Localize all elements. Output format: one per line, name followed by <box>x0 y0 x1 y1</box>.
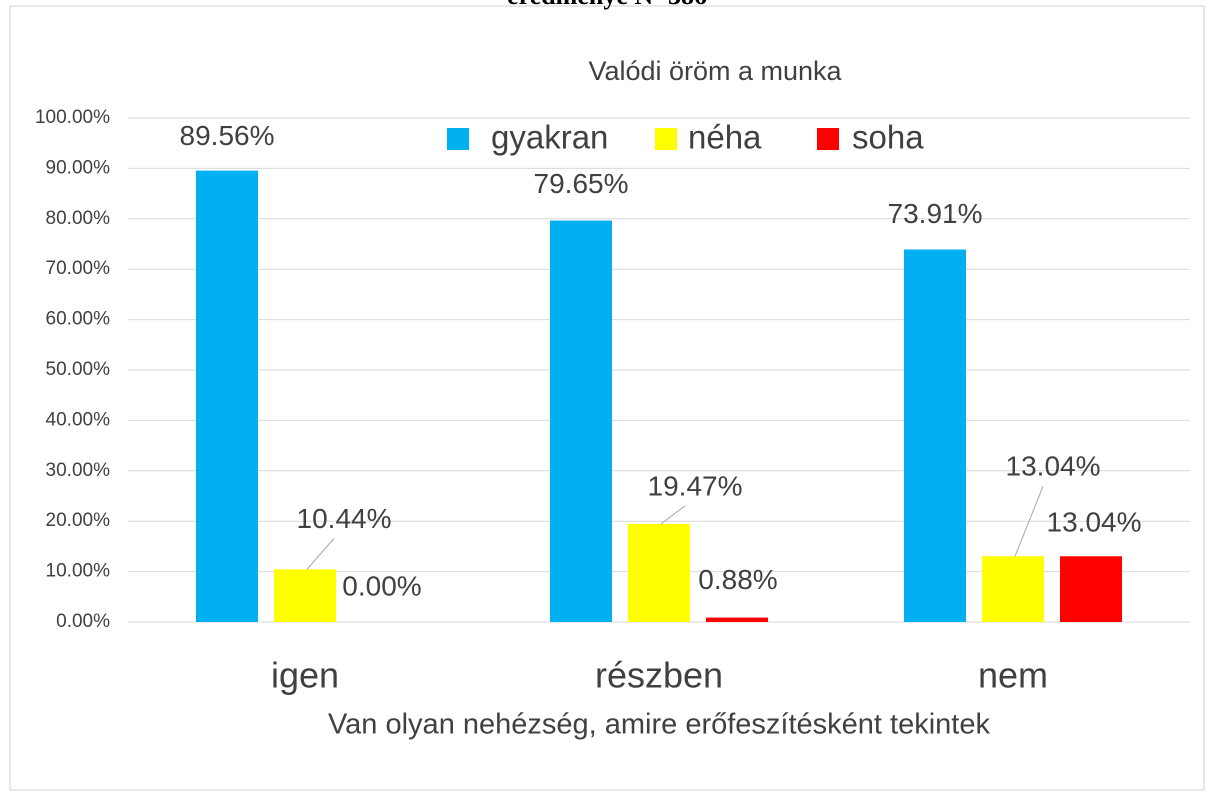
bar <box>706 617 768 622</box>
leader-line <box>306 538 335 570</box>
legend-swatch <box>817 128 839 150</box>
legend-label: soha <box>852 119 924 156</box>
x-tick-label: igen <box>271 655 339 696</box>
y-tick-label: 100.00% <box>35 107 110 128</box>
y-tick-label: 80.00% <box>46 208 111 229</box>
leader-line <box>1014 486 1044 557</box>
data-label: 0.00% <box>342 570 421 601</box>
data-label: 79.65% <box>534 168 629 199</box>
y-tick-label: 20.00% <box>46 510 111 531</box>
data-label: 13.04% <box>1006 451 1101 482</box>
y-tick-label: 70.00% <box>46 258 111 279</box>
y-tick-label: 0.00% <box>56 611 110 632</box>
data-label: 10.44% <box>297 503 392 534</box>
x-tick-label: nem <box>978 655 1048 696</box>
data-label: 13.04% <box>1047 507 1142 538</box>
leader-line <box>660 505 686 525</box>
legend-swatch <box>447 128 469 150</box>
y-tick-label: 90.00% <box>46 157 111 178</box>
y-tick-label: 40.00% <box>46 409 111 430</box>
bar <box>550 220 612 622</box>
y-tick-label: 30.00% <box>46 460 111 481</box>
data-label: 73.91% <box>888 198 983 229</box>
legend-label: néha <box>688 119 762 156</box>
y-tick-label: 10.00% <box>46 561 111 582</box>
y-tick-label: 50.00% <box>46 359 111 380</box>
x-tick-label: részben <box>595 655 723 696</box>
legend-label: gyakran <box>491 119 608 156</box>
bar <box>982 556 1044 622</box>
x-axis-label: Van olyan nehézség, amire erőfeszítéskén… <box>328 709 991 741</box>
heading: eredménye N=386 <box>507 0 707 10</box>
chart-title: Valódi öröm a munka <box>588 56 842 86</box>
data-label: 19.47% <box>648 470 743 501</box>
data-label: 89.56% <box>180 120 275 151</box>
bar <box>628 523 690 622</box>
bar <box>904 249 966 623</box>
data-label: 0.88% <box>698 564 777 595</box>
bar <box>274 569 336 622</box>
bar <box>196 170 258 622</box>
bar <box>1060 556 1122 622</box>
legend-swatch <box>655 128 677 150</box>
y-tick-label: 60.00% <box>46 309 111 330</box>
